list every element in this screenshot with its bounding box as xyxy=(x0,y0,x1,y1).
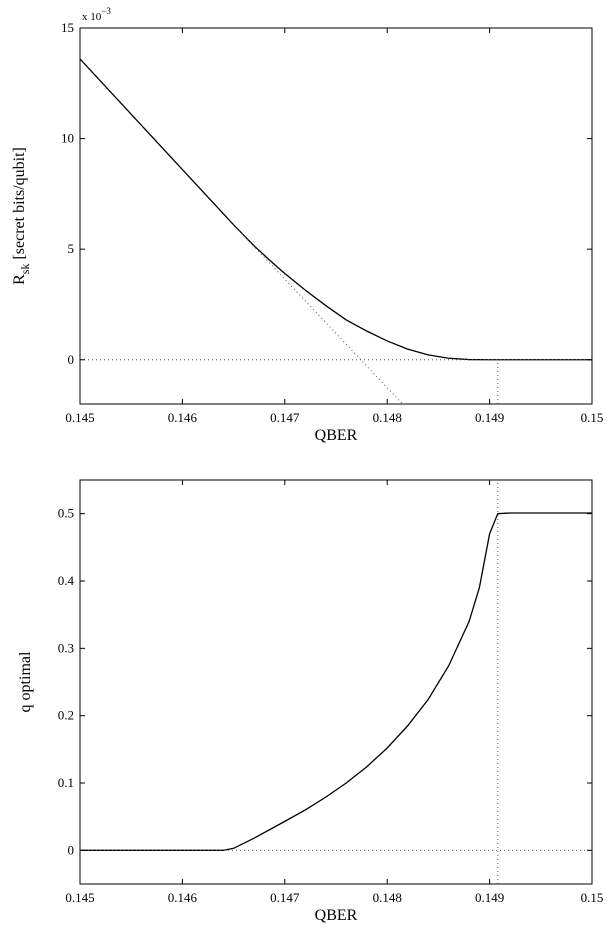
data-series-line xyxy=(80,512,592,851)
x-tick-label: 0.149 xyxy=(475,890,504,905)
y-tick-label: 5 xyxy=(68,241,75,256)
x-axis-label: QBER xyxy=(315,427,358,444)
x-tick-label: 0.15 xyxy=(581,890,604,905)
y-tick-label: 0.3 xyxy=(58,640,74,655)
y-axis-label: Rsk [secret bits/qubit] xyxy=(11,147,32,285)
x-tick-label: 0.15 xyxy=(581,410,604,425)
x-axis-label: QBER xyxy=(315,907,358,924)
y-axis-label-main: R xyxy=(11,274,28,285)
y-axis-exponent-power: −3 xyxy=(101,6,111,16)
y-tick-label: 0.4 xyxy=(58,573,75,588)
x-tick-label: 0.148 xyxy=(373,890,402,905)
y-axis-label-units: [secret bits/qubit] xyxy=(11,147,28,263)
x-tick-label: 0.149 xyxy=(475,410,504,425)
plot-frame xyxy=(79,27,593,405)
y-axis-label: q optimal xyxy=(17,651,34,712)
x-tick-label: 0.147 xyxy=(270,890,300,905)
y-tick-label: 0.5 xyxy=(58,506,74,521)
x-tick-label: 0.145 xyxy=(65,890,94,905)
x-tick-label: 0.147 xyxy=(270,410,300,425)
top-panel-rsk: 0.145 0.146 0.147 0.148 0.149 0.15 0 5 10 15 QBER R… xyxy=(11,6,603,444)
data-series-line xyxy=(80,58,592,361)
x-tick-label: 0.148 xyxy=(373,410,402,425)
x-tick-label: 0.146 xyxy=(168,410,198,425)
bottom-panel-q-optimal: 0.145 0.146 0.147 0.148 0.149 0.15 0 0.1 0.2 0.3 0… xyxy=(17,479,604,924)
y-axis-exponent-base: x 10 xyxy=(82,11,102,23)
y-axis-label-subscript: sk xyxy=(18,264,32,275)
x-tick-label: 0.145 xyxy=(65,410,94,425)
dotted-reference-line xyxy=(233,224,403,404)
x-tick-label: 0.146 xyxy=(168,890,198,905)
plot-frame xyxy=(79,479,593,885)
y-tick-label: 0 xyxy=(68,842,75,857)
y-tick-label: 0.2 xyxy=(58,708,74,723)
y-axis-exponent-label: x 10−3 xyxy=(82,6,111,23)
y-tick-label: 0.1 xyxy=(58,775,74,790)
y-tick-label: 0 xyxy=(68,352,75,367)
y-tick-label: 15 xyxy=(61,20,74,35)
y-tick-label: 10 xyxy=(61,131,74,146)
